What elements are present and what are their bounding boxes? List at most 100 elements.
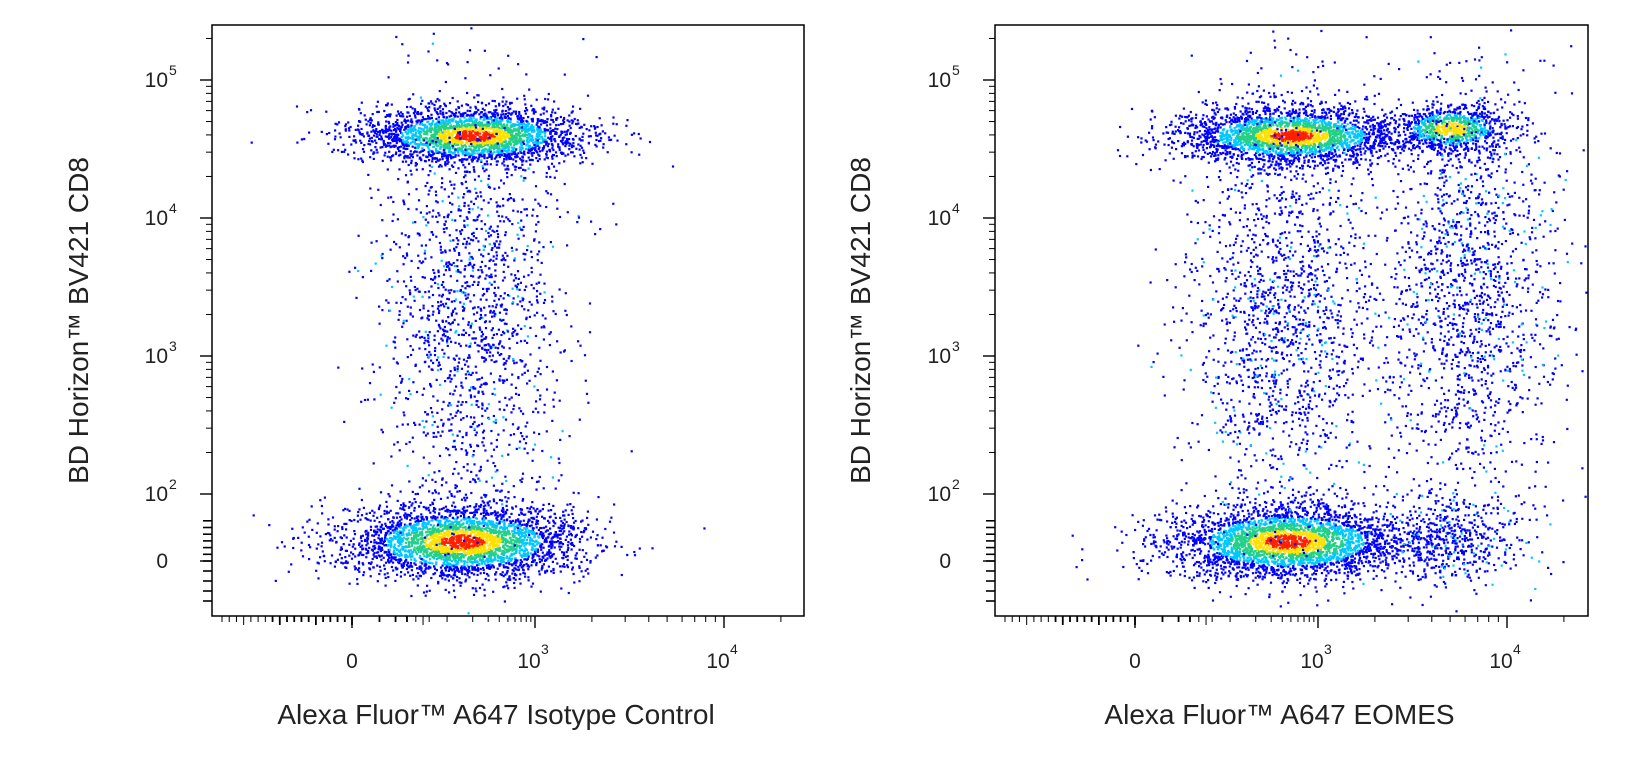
data-point	[483, 143, 485, 145]
data-point	[361, 548, 363, 550]
data-point	[495, 137, 497, 139]
data-point	[400, 504, 402, 506]
data-point	[501, 145, 503, 147]
data-point	[515, 160, 517, 162]
data-point	[388, 121, 390, 123]
data-point	[558, 479, 560, 481]
data-point	[415, 551, 417, 553]
data-point	[450, 576, 452, 578]
data-point	[361, 499, 363, 501]
data-point	[383, 142, 385, 144]
data-point	[340, 549, 342, 551]
data-point	[546, 124, 548, 126]
data-point	[527, 116, 529, 118]
data-point	[442, 112, 444, 114]
data-point	[452, 134, 454, 136]
data-point	[442, 114, 444, 116]
data-point	[527, 532, 529, 534]
data-point	[402, 502, 404, 504]
data-point	[558, 546, 560, 548]
data-point	[572, 142, 574, 144]
data-point	[501, 483, 503, 485]
data-point	[369, 138, 371, 140]
data-point	[454, 596, 456, 598]
data-point	[531, 129, 533, 131]
data-point	[469, 505, 471, 507]
data-point	[349, 583, 351, 585]
data-points	[251, 27, 706, 614]
data-point	[448, 591, 450, 593]
data-point	[367, 135, 369, 137]
data-point	[478, 564, 480, 566]
data-point	[376, 151, 378, 153]
data-point	[552, 505, 554, 507]
data-point	[489, 140, 491, 142]
data-point	[506, 505, 508, 507]
data-point	[420, 550, 422, 552]
data-point	[438, 140, 440, 142]
data-point	[559, 548, 561, 550]
data-point	[379, 132, 381, 134]
data-point	[451, 132, 453, 134]
data-point	[359, 140, 361, 142]
data-point	[479, 133, 481, 135]
data-point	[387, 156, 389, 158]
data-point	[551, 135, 553, 137]
data-point	[464, 144, 466, 146]
data-point	[546, 151, 548, 153]
data-point	[345, 123, 347, 125]
data-point	[507, 168, 509, 170]
data-point	[308, 544, 310, 546]
data-point	[422, 553, 424, 555]
data-point	[428, 538, 430, 540]
data-point	[373, 512, 375, 514]
data-point	[532, 131, 534, 133]
data-point	[438, 129, 440, 131]
data-point	[389, 142, 391, 144]
data-point	[569, 133, 571, 135]
data-point	[334, 529, 336, 531]
data-point	[460, 113, 462, 115]
data-point	[534, 541, 536, 543]
data-point	[477, 561, 479, 563]
data-point	[554, 128, 556, 130]
data-point	[562, 142, 564, 144]
data-point	[302, 555, 304, 557]
data-point	[571, 509, 573, 511]
data-point	[425, 106, 427, 108]
data-point	[342, 509, 344, 511]
data-point	[512, 163, 514, 165]
data-point	[672, 165, 674, 167]
data-point	[395, 536, 397, 538]
data-point	[453, 502, 455, 504]
data-point	[543, 112, 545, 114]
data-point	[540, 546, 542, 548]
data-point	[390, 546, 392, 548]
data-point	[564, 519, 566, 521]
data-point	[492, 135, 494, 137]
data-point	[402, 144, 404, 146]
data-point	[546, 557, 548, 559]
data-point	[588, 135, 590, 137]
data-point	[382, 543, 384, 545]
data-point	[469, 148, 471, 150]
data-point	[608, 136, 610, 138]
data-point	[550, 138, 552, 140]
data-point	[503, 534, 505, 536]
data-point	[428, 509, 430, 511]
data-point	[275, 580, 277, 582]
data-point	[452, 142, 454, 144]
data-point	[460, 526, 462, 528]
data-point	[365, 119, 367, 121]
data-point	[379, 505, 381, 507]
data-point	[613, 532, 615, 534]
data-point	[456, 491, 458, 493]
data-point	[347, 121, 349, 123]
data-point	[462, 132, 464, 134]
data-point	[492, 152, 494, 154]
data-point	[395, 538, 397, 540]
data-point	[481, 137, 483, 139]
data-point	[462, 145, 464, 147]
data-point	[483, 170, 485, 172]
data-point	[442, 574, 444, 576]
